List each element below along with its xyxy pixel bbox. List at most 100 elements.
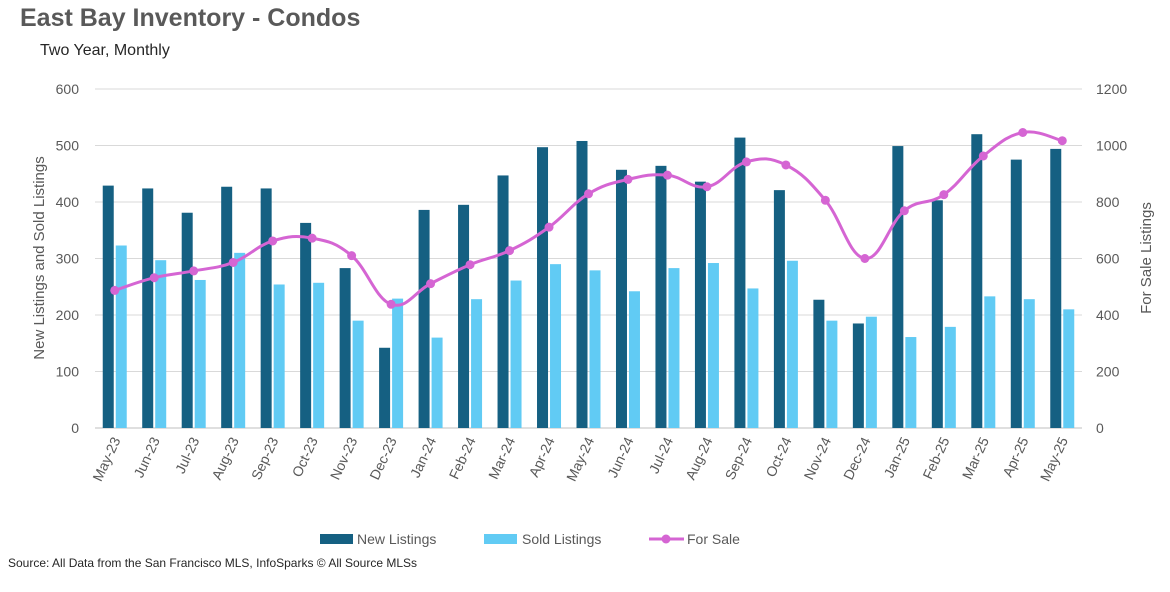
point-for-sale	[1018, 128, 1028, 138]
x-tick-label: Sep-24	[722, 434, 756, 482]
bar-sold-listings	[826, 320, 838, 428]
legend-label-new-listings: New Listings	[357, 531, 436, 547]
x-tick-label: Jan-24	[407, 434, 440, 480]
bar-new-listings	[773, 190, 785, 428]
bar-new-listings	[852, 323, 864, 428]
bar-new-listings	[971, 134, 983, 428]
point-for-sale	[820, 195, 830, 205]
bar-sold-listings	[984, 296, 996, 428]
y-tick-right: 1200	[1096, 81, 1127, 97]
legend: New Listings Sold Listings For Sale	[320, 531, 740, 547]
line-for-sale	[114, 130, 1063, 307]
bar-new-listings	[260, 188, 272, 428]
x-tick-label: Aug-24	[682, 434, 716, 482]
point-for-sale	[741, 157, 751, 167]
x-tick-label: Apr-25	[999, 434, 1031, 479]
bar-sold-listings	[313, 282, 325, 428]
bar-sold-listings	[155, 260, 167, 428]
chart-subtitle: Two Year, Monthly	[40, 42, 170, 59]
point-for-sale	[268, 236, 278, 246]
bar-new-listings	[615, 169, 627, 429]
bar-sold-listings	[194, 279, 206, 428]
bar-sold-listings	[352, 320, 364, 428]
bar-new-listings	[537, 147, 549, 428]
x-tick-label: Dec-24	[840, 434, 874, 482]
legend-label-sold-listings: Sold Listings	[522, 531, 601, 547]
x-tick-label: Apr-24	[525, 434, 557, 479]
chart-title: East Bay Inventory - Condos	[20, 4, 361, 32]
x-tick-label: Feb-25	[919, 434, 952, 481]
x-tick-label: May-25	[1037, 434, 1071, 483]
legend-swatch-new-listings	[320, 534, 353, 544]
point-for-sale	[662, 170, 672, 180]
source-note: Source: All Data from the San Francisco …	[8, 556, 418, 570]
bar-sold-listings	[115, 245, 127, 428]
bar-new-listings	[655, 165, 667, 428]
point-for-sale	[544, 222, 554, 232]
bar-new-listings	[1050, 148, 1062, 428]
point-for-sale	[702, 182, 712, 192]
x-tick-label: Jul-23	[172, 434, 203, 476]
y-tick-right: 400	[1096, 307, 1120, 323]
bar-sold-listings	[234, 252, 246, 428]
bar-sold-listings	[865, 316, 877, 428]
y-tick-left: 500	[56, 138, 80, 154]
bar-sold-listings	[392, 298, 404, 428]
bar-new-listings	[1010, 159, 1022, 428]
x-tick-label: Jun-24	[604, 434, 637, 480]
point-for-sale	[781, 160, 791, 170]
bar-series	[102, 134, 1075, 429]
y-tick-right: 600	[1096, 251, 1120, 267]
bar-sold-listings	[589, 270, 601, 428]
bar-new-listings	[339, 268, 351, 428]
x-tick-label: May-24	[563, 434, 597, 483]
point-for-sale	[189, 266, 199, 276]
bar-sold-listings	[668, 268, 680, 428]
bar-sold-listings	[944, 326, 956, 428]
legend-label-for-sale: For Sale	[687, 531, 740, 547]
bar-sold-listings	[1063, 309, 1075, 428]
bar-sold-listings	[510, 280, 522, 428]
bar-new-listings	[458, 204, 470, 428]
x-tick-label: Jan-25	[880, 434, 913, 480]
bar-new-listings	[300, 222, 312, 428]
legend-swatch-sold-listings	[484, 534, 517, 544]
point-for-sale	[978, 151, 988, 161]
x-tick-label: Oct-24	[762, 434, 794, 479]
point-for-sale	[426, 279, 436, 289]
y-tick-left: 400	[56, 194, 80, 210]
bar-sold-listings	[628, 291, 640, 428]
x-tick-label: Jul-24	[646, 434, 677, 476]
y-tick-left: 200	[56, 307, 80, 323]
bar-sold-listings	[471, 299, 483, 428]
x-tick-label: Mar-25	[959, 434, 992, 481]
bar-new-listings	[813, 299, 825, 428]
bar-sold-listings	[707, 263, 719, 428]
x-tick-label: May-23	[89, 434, 123, 483]
bar-sold-listings	[273, 284, 285, 428]
bar-new-listings	[418, 209, 430, 428]
x-tick-label: Mar-24	[485, 434, 518, 481]
x-tick-label: Nov-23	[327, 434, 361, 482]
x-tick-label: Dec-23	[366, 434, 400, 482]
bar-new-listings	[102, 185, 114, 428]
bar-sold-listings	[747, 288, 759, 428]
gridlines	[95, 88, 1082, 429]
point-for-sale	[465, 260, 475, 270]
legend-marker-for-sale	[661, 534, 671, 544]
bar-sold-listings	[1023, 299, 1035, 428]
bar-new-listings	[221, 186, 233, 428]
point-for-sale	[149, 273, 159, 283]
bar-new-listings	[734, 137, 746, 428]
y-tick-left: 300	[56, 251, 80, 267]
y-tick-right: 200	[1096, 364, 1120, 380]
point-for-sale	[939, 190, 949, 200]
point-for-sale	[228, 257, 238, 267]
bar-new-listings	[576, 140, 588, 429]
bar-new-listings	[892, 146, 904, 428]
point-for-sale	[307, 233, 317, 243]
x-tick-label: Feb-24	[446, 434, 479, 481]
y-tick-left: 100	[56, 364, 80, 380]
y-tick-left: 0	[71, 420, 79, 436]
